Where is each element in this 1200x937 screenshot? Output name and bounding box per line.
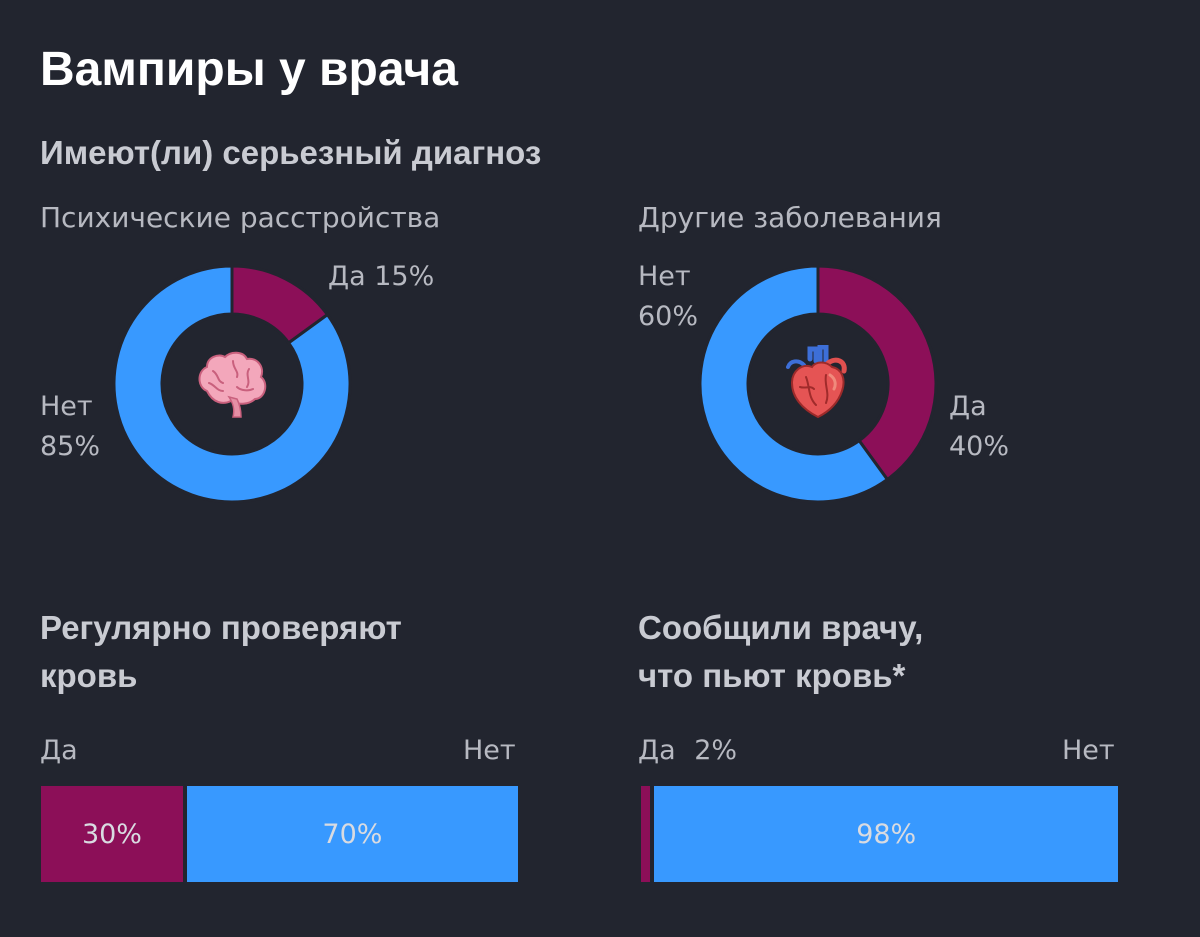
section-title-line: Регулярно проверяют (40, 609, 402, 646)
chart-title: Другие заболевания (638, 201, 942, 234)
yes-label-word: Да (949, 391, 987, 422)
yes-label: Да (40, 735, 78, 766)
section-title: Регулярно проверяют кровь (40, 604, 402, 700)
section-title: Сообщили врачу, что пьют кровь* (638, 604, 923, 700)
anatomical-heart-icon (786, 345, 847, 419)
bar-segment-no: 70% (186, 786, 518, 882)
segment-divider (650, 786, 655, 882)
no-label: Нет (463, 735, 516, 766)
bar-segment-yes: 30% (41, 786, 183, 882)
yes-label-value: 2% (694, 735, 738, 766)
section-title-line: что пьют кровь* (638, 657, 906, 694)
no-label: Нет 85% (40, 387, 100, 467)
yes-label: Да 40% (949, 387, 1009, 467)
donut-slice-yes (816, 264, 938, 482)
no-label-value: 85% (40, 431, 101, 462)
segment-divider (182, 786, 187, 882)
donut-slice-no (112, 264, 352, 504)
yes-label: Да 2% (638, 731, 737, 771)
stacked-bar: 98% (641, 786, 1118, 882)
no-label: Нет (1062, 735, 1115, 766)
bar-segment-no: 98% (654, 786, 1118, 882)
no-label-word: Нет (638, 261, 691, 292)
donut-chart (112, 264, 352, 504)
brain-icon (198, 351, 267, 418)
donut-chart (698, 264, 938, 504)
no-label-word: Нет (40, 391, 93, 422)
section-title-line: кровь (40, 657, 138, 694)
donut-slice-no (698, 264, 890, 504)
chart-title: Психические расстройства (40, 201, 441, 234)
yes-label-word: Да (638, 735, 676, 766)
yes-label-word: Да (328, 261, 366, 292)
no-label: Нет 60% (638, 257, 698, 337)
diagnosis-subtitle: Имеют(ли) серьезный диагноз (40, 134, 542, 171)
stacked-bar: 30% 70% (41, 786, 518, 882)
section-title-line: Сообщили врачу, (638, 609, 924, 646)
yes-label-value: 15% (374, 261, 435, 292)
bar-segment-yes (641, 786, 651, 882)
yes-label: Да 15% (328, 257, 434, 297)
no-label-value: 60% (638, 301, 699, 332)
yes-label-text: Да 15% (328, 257, 434, 297)
page-title: Вампиры у врача (40, 43, 458, 96)
yes-label-value: 40% (949, 431, 1010, 462)
